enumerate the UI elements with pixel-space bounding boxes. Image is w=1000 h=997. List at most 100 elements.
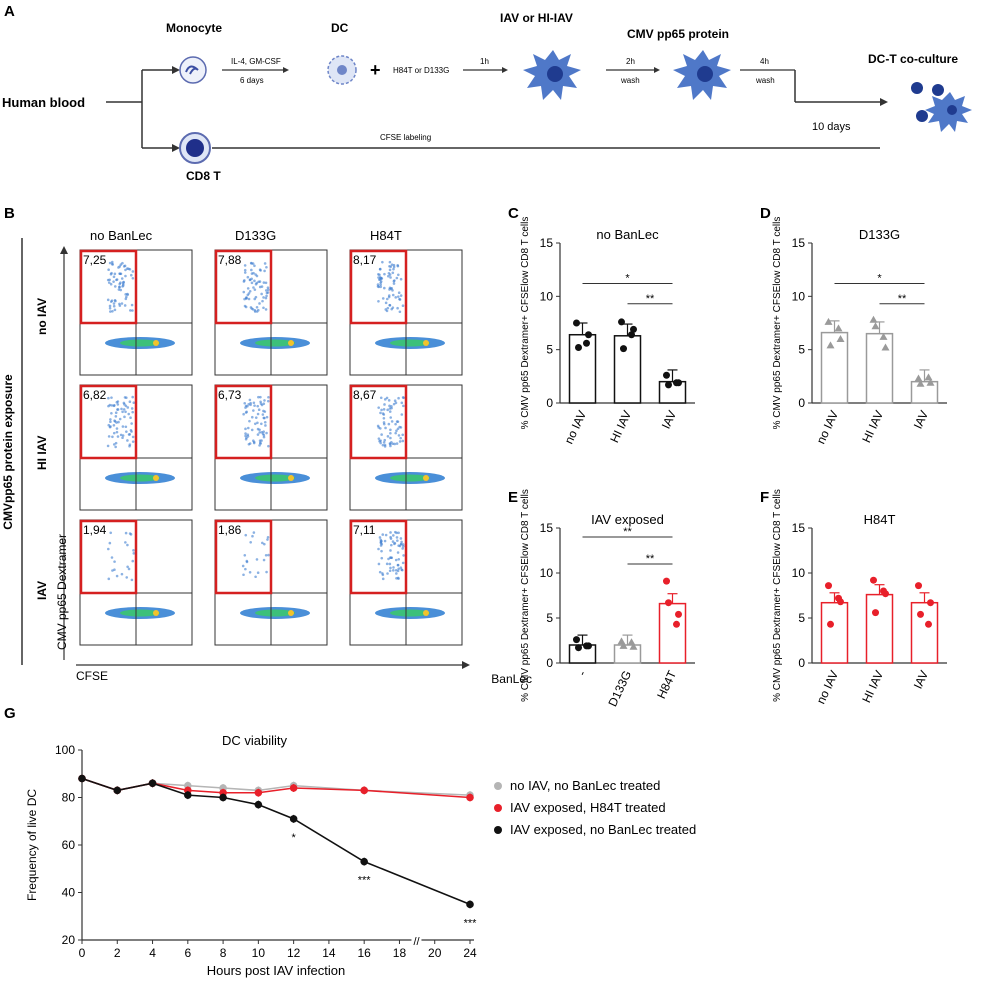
- flow-event-dot: [107, 268, 110, 272]
- flow-event-dot: [389, 444, 392, 448]
- flow-event-dot: [112, 302, 116, 305]
- flow-gate-value: 7,25: [83, 253, 107, 267]
- flow-event-dot: [377, 437, 381, 440]
- flow-event-dot: [246, 275, 250, 279]
- flow-event-dot: [115, 430, 119, 434]
- flow-col-label-1: D133G: [235, 228, 276, 243]
- diff-label-1: IL-4, GM-CSF: [231, 57, 281, 66]
- flow-event-dot: [119, 263, 123, 266]
- flow-event-dot: [377, 562, 381, 566]
- flow-event-dot: [112, 423, 116, 427]
- flow-event-dot: [376, 283, 380, 286]
- flow-event-dot: [108, 278, 111, 282]
- flow-gate-value: 1,86: [218, 523, 242, 537]
- flow-event-dot: [121, 436, 124, 440]
- flow-event-dot: [126, 439, 129, 442]
- flow-event-dot: [383, 403, 386, 406]
- y-tick-label: 5: [798, 343, 805, 357]
- flow-event-dot: [395, 442, 399, 445]
- data-point: [881, 343, 890, 351]
- flow-event-dot: [110, 411, 113, 415]
- flow-event-dot: [377, 300, 380, 303]
- flow-event-dot: [252, 409, 255, 412]
- flow-event-dot: [253, 288, 257, 291]
- flow-event-dot: [390, 405, 393, 408]
- flow-event-dot: [126, 292, 129, 296]
- flow-event-dot: [113, 568, 116, 572]
- flow-event-dot: [125, 576, 129, 579]
- significance-mark: **: [623, 526, 632, 538]
- bar: [658, 602, 687, 664]
- flow-event-dot: [400, 568, 404, 572]
- flow-event-dot: [131, 559, 135, 563]
- flow-event-dot: [388, 562, 392, 566]
- flow-population-core: [255, 339, 295, 347]
- flow-event-dot: [394, 558, 398, 562]
- flow-event-dot: [393, 279, 396, 282]
- flow-event-dot: [377, 406, 380, 409]
- flow-event-dot: [113, 299, 117, 302]
- flow-event-dot: [248, 442, 252, 445]
- flow-event-dot: [244, 427, 247, 431]
- flow-event-dot: [387, 295, 391, 299]
- flow-event-dot: [266, 399, 270, 403]
- flow-event-dot: [109, 418, 112, 421]
- flow-event-dot: [263, 269, 266, 273]
- flow-event-dot: [397, 557, 401, 561]
- flow-event-dot: [387, 557, 390, 561]
- flow-event-dot: [108, 403, 112, 407]
- flow-event-dot: [381, 533, 385, 536]
- flow-x-axis-label: CFSE: [76, 669, 108, 683]
- flow-plot: 1,94: [79, 519, 193, 646]
- flow-event-dot: [120, 277, 124, 280]
- flow-row-label-2: IAV: [35, 581, 49, 600]
- flow-event-dot: [391, 271, 395, 275]
- flow-event-dot: [264, 308, 268, 311]
- flow-event-dot: [389, 566, 392, 570]
- data-point: [916, 379, 925, 387]
- flow-event-dot: [127, 412, 131, 416]
- x-category-label: D133G: [605, 668, 634, 708]
- x-category-label: IAV: [911, 668, 931, 691]
- flow-event-dot: [257, 408, 261, 412]
- flow-event-dot: [381, 412, 385, 415]
- flow-population-core: [390, 609, 430, 617]
- flow-event-dot: [247, 297, 251, 301]
- flow-plot: 8,67: [349, 384, 463, 511]
- flow-event-dot: [250, 281, 254, 285]
- flow-population-core: [120, 339, 160, 347]
- flow-event-dot: [256, 412, 260, 416]
- flow-event-dot: [117, 288, 121, 291]
- flow-gate: [79, 519, 138, 595]
- flow-event-dot: [253, 310, 257, 313]
- flow-event-dot: [264, 296, 268, 300]
- flow-event-dot: [396, 539, 399, 542]
- flow-event-dot: [124, 268, 127, 272]
- flow-event-dot: [113, 404, 116, 407]
- flow-event-dot: [106, 298, 110, 302]
- flow-plot: 6,82: [79, 384, 193, 511]
- flow-event-dot: [396, 264, 400, 268]
- bar: [568, 333, 597, 404]
- flow-event-dot: [112, 280, 115, 283]
- bar: [910, 601, 939, 664]
- flow-event-dot: [388, 410, 392, 413]
- flow-event-dot: [390, 420, 394, 423]
- flow-event-dot: [256, 433, 260, 436]
- flow-gate: [349, 519, 408, 595]
- data-point: [113, 786, 122, 795]
- flow-event-dot: [252, 401, 256, 405]
- flow-event-dot: [395, 572, 398, 575]
- flow-gate-value: 7,11: [353, 523, 376, 537]
- flow-event-dot: [244, 567, 247, 571]
- flow-event-dot: [263, 399, 266, 402]
- flow-event-dot: [129, 416, 132, 420]
- flow-event-dot: [244, 432, 247, 435]
- flow-event-dot: [377, 285, 381, 289]
- plus-icon: +: [370, 60, 381, 80]
- flow-event-dot: [387, 274, 390, 278]
- data-point: [925, 620, 932, 628]
- data-point: [360, 786, 368, 795]
- flow-event-dot: [126, 543, 129, 547]
- flow-event-dot: [123, 415, 126, 419]
